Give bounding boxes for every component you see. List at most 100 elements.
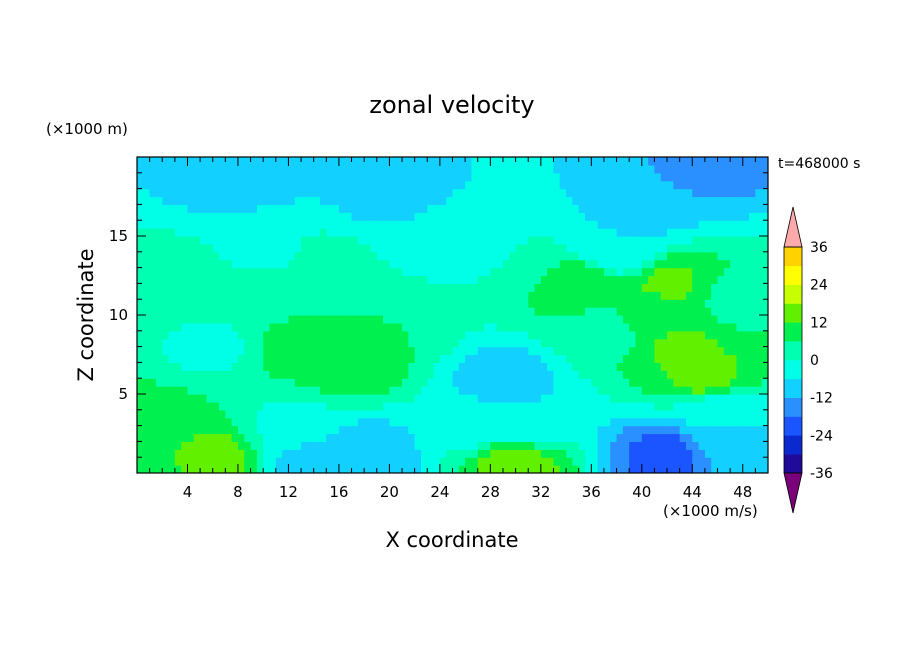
heatmap-cell [395, 346, 403, 356]
heatmap-cell [515, 157, 523, 166]
heatmap-cell [761, 157, 768, 166]
heatmap-cell [477, 236, 485, 245]
heatmap-cell [225, 204, 233, 213]
heatmap-cell [711, 386, 719, 395]
heatmap-cell [742, 409, 750, 419]
heatmap-cell [622, 299, 630, 308]
heatmap-cell [269, 307, 277, 316]
heatmap-cell [465, 394, 473, 403]
heatmap-cell [521, 236, 529, 245]
heatmap-cell [370, 259, 378, 269]
heatmap-cell [313, 417, 321, 427]
heatmap-cell [200, 228, 208, 237]
heatmap-cell [521, 457, 529, 466]
heatmap-cell [465, 275, 473, 284]
heatmap-cell [256, 307, 264, 316]
heatmap-cell [458, 157, 466, 166]
heatmap-cell [395, 251, 403, 261]
heatmap-cell [730, 315, 738, 324]
heatmap-cell [528, 196, 536, 205]
heatmap-cell [534, 315, 542, 324]
heatmap-cell [755, 370, 763, 379]
heatmap-cell [591, 283, 599, 292]
heatmap-cell [635, 386, 643, 395]
heatmap-cell [559, 275, 567, 284]
heatmap-cell [389, 449, 397, 458]
heatmap-cell [685, 449, 693, 458]
heatmap-cell [338, 251, 346, 261]
heatmap-cell [143, 457, 151, 466]
heatmap-cell [307, 157, 315, 166]
heatmap-cell [667, 299, 674, 308]
heatmap-cell [749, 346, 756, 356]
heatmap-cell [629, 401, 637, 411]
heatmap-cell [446, 409, 454, 419]
heatmap-cell [351, 354, 359, 363]
heatmap-cell [521, 196, 529, 205]
heatmap-cell [414, 180, 422, 190]
heatmap-cell [237, 228, 245, 237]
heatmap-cell [162, 259, 170, 269]
heatmap-cell [654, 465, 662, 473]
heatmap-cell [137, 338, 144, 348]
heatmap-cell [452, 196, 460, 205]
heatmap-cell [206, 180, 214, 190]
heatmap-cell [301, 236, 308, 245]
heatmap-cell [206, 386, 214, 395]
heatmap-cell [452, 228, 460, 237]
heatmap-cell [509, 362, 517, 371]
heatmap-cell [704, 283, 712, 292]
heatmap-cell [168, 386, 176, 395]
heatmap-cell [654, 220, 662, 229]
heatmap-cell [345, 449, 353, 458]
heatmap-cell [585, 204, 592, 213]
heatmap-cell [521, 449, 529, 458]
heatmap-cell [332, 401, 340, 411]
heatmap-cell [345, 417, 353, 427]
heatmap-cell [301, 188, 308, 198]
heatmap-cell [521, 212, 529, 221]
heatmap-cell [452, 164, 460, 174]
heatmap-cell [603, 180, 611, 190]
heatmap-cell [490, 236, 498, 245]
heatmap-cell [654, 433, 662, 442]
heatmap-cell [137, 275, 144, 284]
heatmap-cell [521, 259, 529, 269]
heatmap-cell [484, 322, 491, 332]
heatmap-cell [534, 180, 542, 190]
heatmap-cell [326, 299, 334, 308]
heatmap-cell [174, 196, 182, 205]
heatmap-cell [597, 283, 605, 292]
heatmap-cell [654, 394, 662, 403]
heatmap-cell [364, 172, 372, 182]
heatmap-cell [338, 275, 346, 284]
heatmap-cell [376, 433, 384, 442]
heatmap-cell [585, 196, 592, 205]
heatmap-cell [559, 283, 567, 292]
heatmap-cell [143, 394, 151, 403]
heatmap-cell [427, 394, 435, 403]
heatmap-cell [414, 362, 422, 371]
heatmap-cell [219, 275, 226, 284]
heatmap-cell [332, 228, 340, 237]
heatmap-cell [572, 322, 580, 332]
heatmap-cell [723, 409, 731, 419]
heatmap-cell [509, 283, 517, 292]
heatmap-cell [717, 212, 725, 221]
heatmap-cell [534, 417, 542, 427]
heatmap-cell [200, 346, 208, 356]
heatmap-cell [446, 449, 454, 458]
heatmap-cell [376, 307, 384, 316]
heatmap-cell [206, 370, 214, 379]
heatmap-cell [338, 354, 346, 363]
heatmap-cell [458, 346, 466, 356]
heatmap-cell [244, 307, 252, 316]
heatmap-cell [452, 283, 460, 292]
heatmap-cell [263, 236, 271, 245]
heatmap-cell [383, 220, 390, 229]
heatmap-cell [515, 417, 523, 427]
heatmap-cell [742, 346, 750, 356]
heatmap-cell [496, 417, 504, 427]
heatmap-cell [711, 259, 719, 269]
heatmap-cell [420, 409, 428, 419]
